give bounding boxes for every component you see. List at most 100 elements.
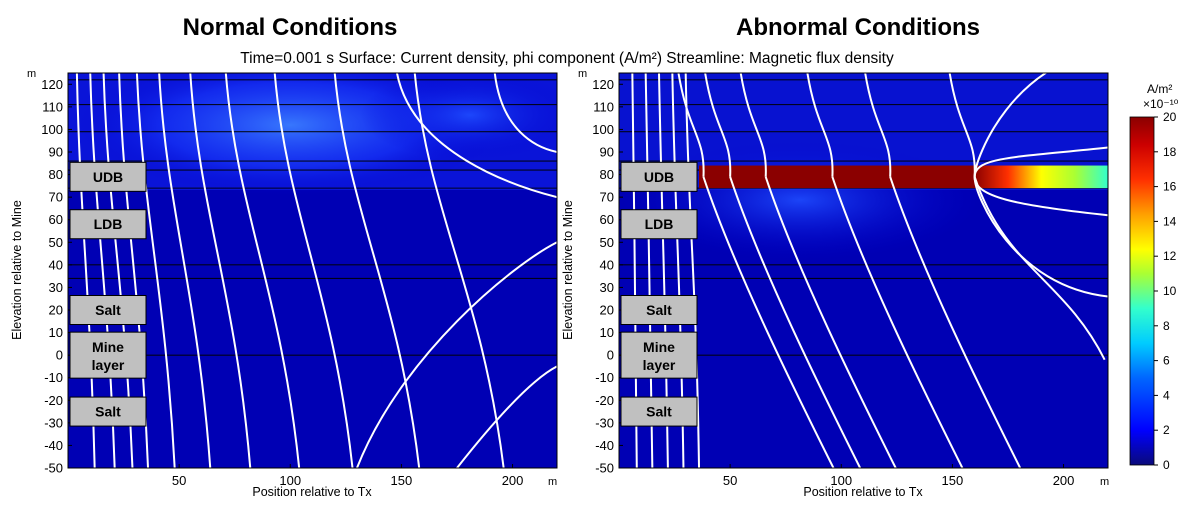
streamline [273, 73, 354, 468]
x-unit-abnormal: m [1100, 476, 1109, 488]
x-unit-normal: m [548, 476, 557, 488]
y-tick-label: 40 [600, 257, 614, 272]
plot-frame-normal [67, 72, 558, 469]
colorbar-tick-label: 6 [1163, 354, 1170, 368]
y-tick-label: 10 [49, 325, 63, 340]
svg-text:layer: layer [92, 357, 125, 373]
layer-label-salt: Salt [620, 295, 698, 325]
svg-text:Mine: Mine [643, 339, 675, 355]
svg-text:LDB: LDB [645, 216, 674, 232]
layer-label-salt: Salt [69, 396, 147, 427]
y-tick-label: -10 [44, 370, 63, 385]
streamline [333, 73, 421, 468]
y-tick-label: 70 [49, 190, 63, 205]
x-tick-label: 50 [172, 473, 186, 488]
colorbar-tick-label: 2 [1163, 423, 1170, 437]
surface-normal [68, 73, 557, 468]
y-tick-label: 30 [600, 280, 614, 295]
colorbar-scale: ×10⁻¹⁰ [1143, 97, 1179, 111]
x-tick-label: 200 [1053, 473, 1075, 488]
x-axis-label-normal: Position relative to Tx [252, 485, 372, 499]
colorbar-tick-label: 10 [1163, 284, 1177, 298]
streamline [456, 365, 557, 468]
y-tick-label: -40 [595, 438, 614, 453]
streamline [702, 176, 835, 468]
layer-label-udb: UDB [69, 161, 147, 192]
y-tick-label: 110 [42, 99, 63, 114]
x-tick-label: 200 [502, 473, 524, 488]
y-tick-label: 70 [600, 190, 614, 205]
y-tick-label: -30 [595, 415, 614, 430]
colorbar-tick-label: 20 [1163, 110, 1177, 124]
layer-label-salt: Salt [69, 295, 147, 325]
y-tick-label: -20 [595, 393, 614, 408]
colorbar-tick-label: 4 [1163, 388, 1170, 402]
svg-text:Salt: Salt [95, 404, 121, 420]
y-unit-normal: m [27, 68, 36, 80]
plot-frame-abnormal [618, 72, 1109, 469]
streamline [764, 176, 897, 468]
streamline [413, 73, 505, 468]
y-tick-label: 40 [49, 257, 63, 272]
svg-text:UDB: UDB [644, 169, 674, 185]
layer-label-mine-layer: Mine layer [620, 331, 698, 379]
svg-text:layer: layer [643, 357, 676, 373]
y-tick-label: 0 [607, 348, 614, 363]
streamline [973, 176, 1106, 361]
y-tick-label: 30 [49, 280, 63, 295]
svg-text:Salt: Salt [95, 302, 121, 318]
streamline [677, 73, 705, 177]
y-tick-label: 120 [592, 77, 614, 92]
streamline [973, 146, 1108, 217]
y-tick-label: 80 [49, 167, 63, 182]
streamline [739, 73, 767, 177]
y-tick-label: 20 [49, 303, 63, 318]
y-tick-label: 10 [600, 325, 614, 340]
colorbar-tick-label: 0 [1163, 458, 1170, 472]
y-tick-label: 120 [41, 77, 63, 92]
y-tick-label: 110 [593, 99, 614, 114]
layer-label-salt: Salt [620, 396, 698, 427]
panel-abnormal: 1201101009080706050403020100-10-20-30-40… [561, 68, 1109, 499]
streamline [395, 73, 557, 199]
streamline [948, 73, 976, 177]
streamline [704, 73, 732, 177]
y-unit-abnormal: m [578, 68, 587, 80]
streamline [189, 73, 252, 468]
colorbar-tick-label: 8 [1163, 319, 1170, 333]
surface-glow-right [360, 73, 557, 160]
anomaly-band [699, 165, 1108, 189]
svg-text:LDB: LDB [94, 216, 123, 232]
y-tick-label: 20 [600, 303, 614, 318]
streamline [684, 73, 701, 468]
x-tick-label: 50 [723, 473, 737, 488]
layer-label-ldb: LDB [620, 209, 698, 240]
colorbar-tick-label: 12 [1163, 249, 1177, 263]
colorbar-gradient [1129, 116, 1155, 466]
y-tick-label: 0 [56, 348, 63, 363]
y-axis-label-normal: Elevation relative to Mine [10, 200, 24, 340]
colorbar-tick-label: 18 [1163, 145, 1177, 159]
x-tick-label: 100 [279, 473, 301, 488]
panel-title-abnormal: Abnormal Conditions [736, 14, 980, 41]
layer-label-mine-layer: Mine layer [69, 331, 147, 379]
x-tick-label: 150 [942, 473, 964, 488]
streamline [889, 176, 1022, 468]
streamline [864, 73, 892, 177]
y-tick-label: 90 [49, 145, 63, 160]
streamline [493, 73, 557, 153]
streamline [224, 73, 301, 468]
figure-subtitle: Time=0.001 s Surface: Current density, p… [240, 50, 894, 67]
y-tick-label: -10 [595, 370, 614, 385]
colorbar-tick-label: 14 [1163, 214, 1177, 228]
y-tick-label: 90 [600, 145, 614, 160]
layer-label-udb: UDB [620, 161, 698, 192]
y-tick-label: 60 [49, 212, 63, 227]
y-tick-label: 50 [49, 235, 63, 250]
svg-text:Salt: Salt [646, 302, 672, 318]
surface-abnormal [619, 73, 1108, 468]
streamline [356, 241, 557, 468]
streamline [729, 176, 862, 468]
layer-label-ldb: LDB [69, 209, 147, 240]
colorbar-tick-label: 16 [1163, 180, 1177, 194]
